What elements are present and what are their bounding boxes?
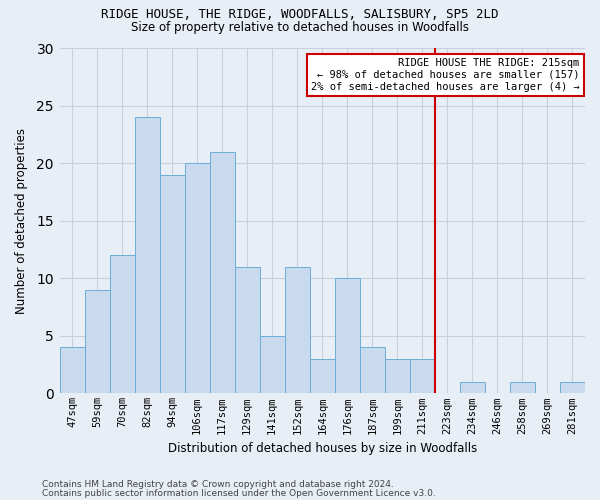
Bar [209, 152, 235, 394]
Y-axis label: Number of detached properties: Number of detached properties [15, 128, 28, 314]
Bar [335, 278, 360, 394]
Text: RIDGE HOUSE THE RIDGE: 215sqm
← 98% of detached houses are smaller (157)
2% of s: RIDGE HOUSE THE RIDGE: 215sqm ← 98% of d… [311, 58, 580, 92]
Bar [59, 348, 85, 394]
Bar [85, 290, 110, 394]
Bar [110, 255, 134, 394]
Bar [160, 174, 185, 394]
Bar [260, 336, 285, 394]
Bar [385, 359, 410, 394]
Bar [310, 359, 335, 394]
Bar [285, 266, 310, 394]
Bar [235, 266, 260, 394]
X-axis label: Distribution of detached houses by size in Woodfalls: Distribution of detached houses by size … [167, 442, 477, 455]
Bar [560, 382, 585, 394]
Bar [134, 117, 160, 394]
Text: Contains HM Land Registry data © Crown copyright and database right 2024.: Contains HM Land Registry data © Crown c… [42, 480, 394, 489]
Bar [460, 382, 485, 394]
Bar [510, 382, 535, 394]
Bar [360, 348, 385, 394]
Bar [410, 359, 435, 394]
Text: Contains public sector information licensed under the Open Government Licence v3: Contains public sector information licen… [42, 490, 436, 498]
Text: RIDGE HOUSE, THE RIDGE, WOODFALLS, SALISBURY, SP5 2LD: RIDGE HOUSE, THE RIDGE, WOODFALLS, SALIS… [101, 8, 499, 20]
Bar [185, 163, 209, 394]
Text: Size of property relative to detached houses in Woodfalls: Size of property relative to detached ho… [131, 21, 469, 34]
